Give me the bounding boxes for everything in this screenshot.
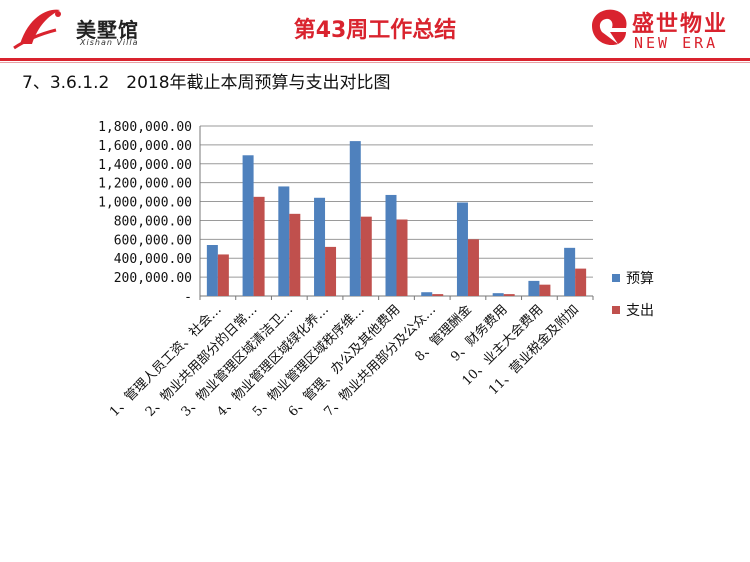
legend-label-budget: 预算 [626, 271, 654, 287]
spend-bar [575, 268, 587, 296]
y-tick-label: 600,000.00 [114, 233, 192, 248]
budget-bar [385, 194, 397, 296]
y-tick-label: 1,800,000.00 [98, 120, 192, 135]
spend-bar [253, 196, 265, 296]
legend-swatch-spend [612, 306, 620, 314]
budget-bar [456, 202, 468, 296]
legend-label-spend: 支出 [626, 303, 654, 319]
brand-mark-icon [13, 9, 61, 50]
spend-bar [432, 294, 444, 296]
company-name-en: NEW ERA [634, 34, 719, 52]
budget-bar [492, 293, 504, 296]
section-heading: 7、3.6.1.2 2018年截止本周预算与支出对比图 [22, 73, 391, 93]
brand-subtitle: Xishan Villa [80, 38, 139, 47]
y-tick-label: 1,000,000.00 [98, 196, 192, 211]
company-logo: 盛世物业 NEW ERA [588, 6, 748, 54]
y-tick-label: 1,200,000.00 [98, 177, 192, 192]
spend-bar [325, 246, 337, 296]
spend-bar [539, 284, 551, 296]
spend-bar [503, 294, 515, 296]
y-tick-label: 200,000.00 [114, 271, 192, 286]
spend-bar [467, 239, 479, 296]
budget-bar [206, 245, 218, 296]
spend-bar [289, 213, 301, 296]
company-mark-icon [592, 9, 627, 46]
y-tick-label: 1,400,000.00 [98, 158, 192, 173]
header-divider [0, 58, 750, 61]
y-tick-label: 800,000.00 [114, 214, 192, 229]
spend-bar [217, 254, 229, 296]
budget-bar [278, 186, 290, 296]
budget-bar [421, 292, 433, 296]
company-name: 盛世物业 [632, 12, 729, 37]
legend-swatch-budget [612, 274, 620, 282]
header-divider-thin [0, 62, 750, 63]
budget-bar [528, 280, 540, 296]
budget-bar [564, 247, 576, 296]
budget-bar [242, 155, 254, 296]
budget-vs-spend-chart: - 200,000.00 400,000.00 600,000.00 800,000.0… [98, 120, 654, 420]
brand-name: 美墅馆 [76, 18, 139, 42]
y-tick-label: 1,600,000.00 [98, 139, 192, 154]
y-tick-label: 400,000.00 [114, 252, 192, 267]
page-title: 第43周工作总结 [293, 18, 457, 43]
spend-bar [396, 219, 408, 296]
brand-logo: 美墅馆 Xishan Villa [10, 4, 170, 52]
budget-bar [349, 141, 361, 296]
header-bar: 美墅馆 Xishan Villa 第43周工作总结 盛世物业 NEW ERA [0, 0, 750, 58]
budget-bar [314, 197, 326, 296]
spend-bar [360, 216, 372, 296]
y-tick-label: - [184, 290, 192, 305]
